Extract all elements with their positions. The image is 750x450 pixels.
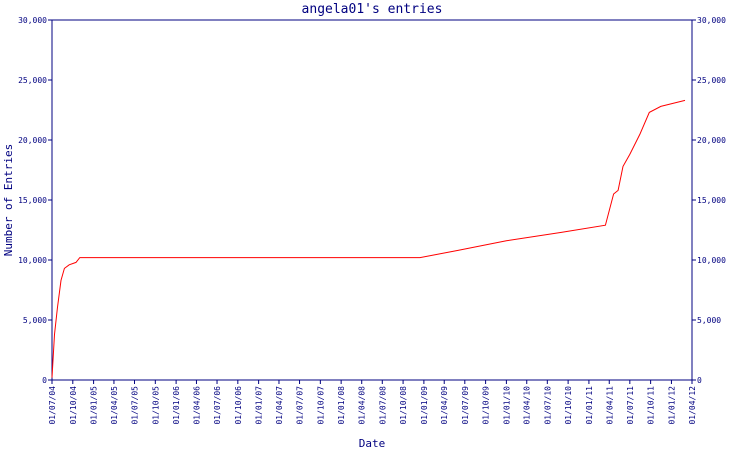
x-tick-label: 01/04/12: [688, 386, 697, 425]
x-tick-label: 01/10/10: [564, 386, 573, 425]
x-tick-label: 01/10/07: [316, 386, 325, 425]
x-tick-label: 01/04/08: [358, 386, 367, 425]
x-tick-label: 01/07/09: [461, 386, 470, 425]
x-tick-label: 01/01/11: [585, 386, 594, 425]
x-axis-title: Date: [359, 437, 386, 450]
x-tick-label: 01/01/10: [502, 386, 511, 425]
chart-title: angela01's entries: [302, 2, 443, 17]
series-group: [51, 99, 686, 378]
plot-frame: [51, 19, 693, 381]
y-tick-label-right: 30,000: [697, 16, 726, 25]
x-tick-label: 01/07/04: [48, 386, 57, 425]
x-tick-label: 01/01/07: [255, 386, 264, 425]
y-axis-title: Number of Entries: [2, 144, 15, 257]
x-tick-label: 01/04/10: [523, 386, 532, 425]
x-tick-label: 01/10/05: [151, 386, 160, 425]
x-tick-label: 01/04/09: [440, 386, 449, 425]
y-tick-label-right: 10,000: [697, 256, 726, 265]
x-tick-label: 01/04/06: [192, 386, 201, 425]
x-tick-label: 01/04/07: [275, 386, 284, 425]
x-tick-label: 01/04/05: [110, 386, 119, 425]
y-axis-ticks: 0 0 5,000 5,000 10,000 10,000 15,000 15,000 20,0…: [18, 16, 726, 385]
y-tick-label-right: 0: [697, 376, 702, 385]
y-tick-label-left: 20,000: [18, 136, 47, 145]
x-tick-label: 01/10/09: [482, 386, 491, 425]
x-tick-label: 01/01/12: [667, 386, 676, 425]
entries-series-line: [51, 99, 686, 378]
x-tick-label: 01/07/07: [296, 386, 305, 425]
x-tick-label: 01/07/05: [131, 386, 140, 425]
plot-axes: [51, 19, 693, 381]
y-tick-label-left: 25,000: [18, 76, 47, 85]
x-tick-label: 01/07/10: [543, 386, 552, 425]
x-tick-label: 01/04/11: [605, 386, 614, 425]
y-tick-label-left: 5,000: [23, 316, 47, 325]
y-tick-label-left: 15,000: [18, 196, 47, 205]
x-tick-label: 01/01/08: [337, 386, 346, 425]
x-tick-label: 01/10/08: [399, 386, 408, 425]
y-tick-label-right: 20,000: [697, 136, 726, 145]
y-tick-label-right: 5,000: [697, 316, 721, 325]
y-tick-label-left: 30,000: [18, 16, 47, 25]
x-tick-label: 01/01/06: [172, 386, 181, 425]
x-tick-label: 01/01/09: [420, 386, 429, 425]
y-tick-label-left: 0: [42, 376, 47, 385]
x-tick-label: 01/07/06: [213, 386, 222, 425]
x-tick-label: 01/10/04: [69, 386, 78, 425]
x-tick-label: 01/10/11: [647, 386, 656, 425]
x-tick-label: 01/07/11: [626, 386, 635, 425]
x-tick-label: 01/01/05: [90, 386, 99, 425]
y-tick-label-right: 15,000: [697, 196, 726, 205]
x-axis-ticks: 01/07/04 01/10/04 01/01/05 01/04/05 01/07/05…: [48, 380, 697, 425]
y-tick-label-right: 25,000: [697, 76, 726, 85]
y-tick-label-left: 10,000: [18, 256, 47, 265]
x-tick-label: 01/10/06: [234, 386, 243, 425]
x-tick-label: 01/07/08: [378, 386, 387, 425]
